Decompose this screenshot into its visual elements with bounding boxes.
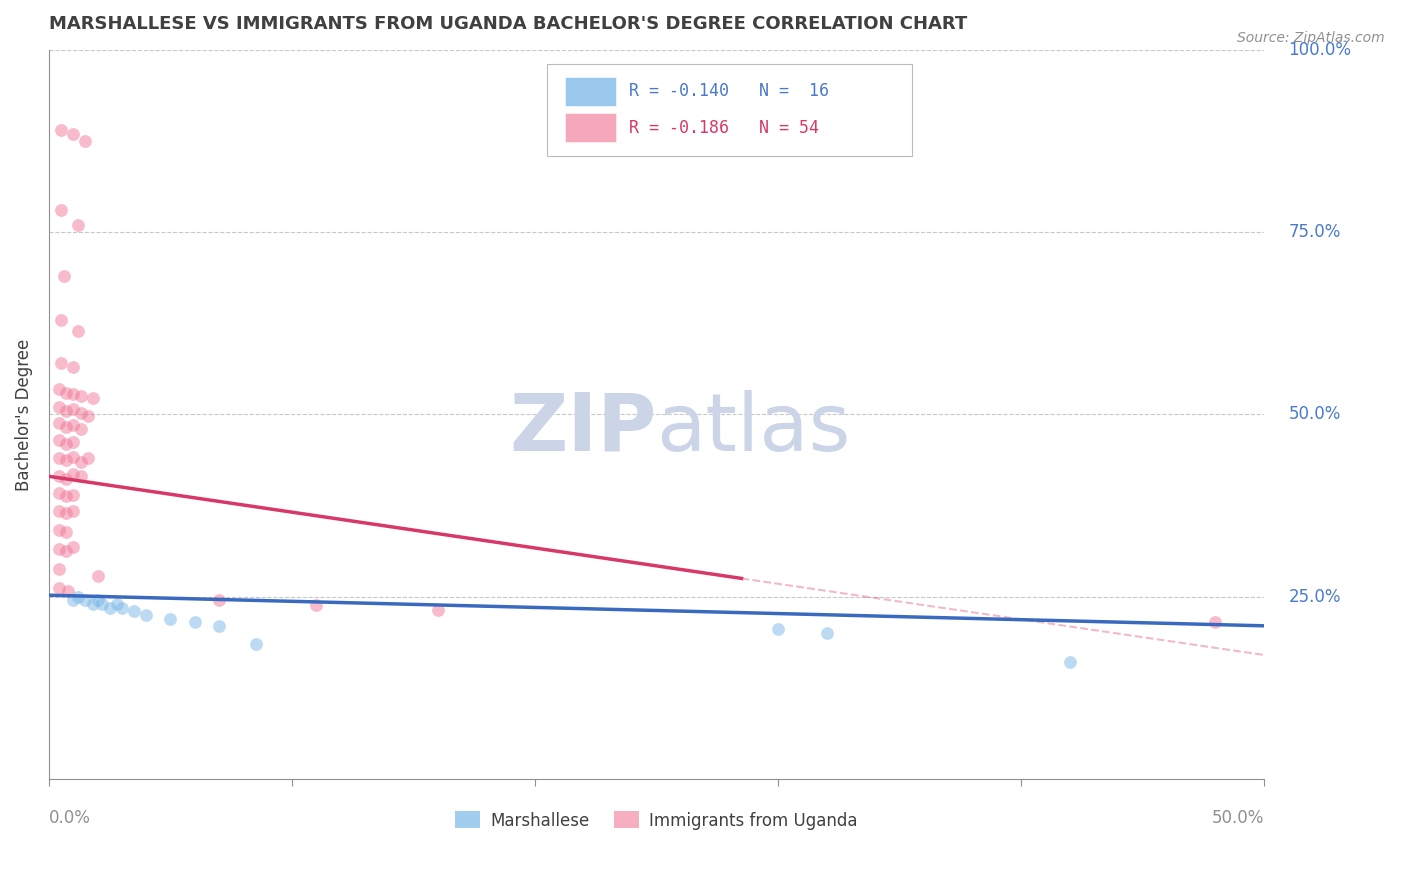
Point	[75, 593, 97, 607]
Point	[48, 433, 70, 447]
Text: 100.0%: 100.0%	[1288, 41, 1351, 59]
Point	[49, 356, 72, 370]
Point	[58, 583, 80, 598]
Point	[62, 435, 84, 450]
Point	[55, 436, 77, 450]
FancyBboxPatch shape	[547, 64, 911, 155]
Y-axis label: Bachelor's Degree: Bachelor's Degree	[15, 338, 32, 491]
Legend: Marshallese, Immigrants from Uganda: Marshallese, Immigrants from Uganda	[449, 805, 865, 836]
Point	[48, 581, 70, 595]
Point	[159, 611, 181, 625]
Point	[67, 590, 90, 604]
Point	[55, 506, 77, 520]
Point	[86, 593, 108, 607]
Point	[62, 127, 84, 141]
Point	[48, 469, 70, 483]
Point	[52, 268, 75, 283]
Point	[48, 542, 70, 557]
Text: Source: ZipAtlas.com: Source: ZipAtlas.com	[1237, 31, 1385, 45]
Point	[76, 451, 98, 466]
Point	[98, 600, 121, 615]
Point	[48, 416, 70, 430]
Point	[69, 422, 91, 436]
Point	[55, 489, 77, 503]
Point	[67, 324, 90, 338]
Text: 25.0%: 25.0%	[1288, 588, 1341, 606]
Point	[62, 503, 84, 517]
Point	[105, 597, 128, 611]
Point	[48, 486, 70, 500]
Point	[62, 467, 84, 482]
Point	[82, 392, 104, 406]
Point	[67, 218, 90, 232]
Point	[62, 401, 84, 416]
Point	[122, 604, 145, 618]
Point	[48, 382, 70, 396]
Point	[62, 593, 84, 607]
Point	[48, 562, 70, 576]
Point	[76, 409, 98, 423]
Text: R = -0.186   N = 54: R = -0.186 N = 54	[628, 119, 818, 136]
Text: 50.0%: 50.0%	[1212, 809, 1264, 827]
Text: 50.0%: 50.0%	[1288, 405, 1341, 424]
Point	[766, 623, 789, 637]
Point	[49, 123, 72, 137]
Text: 75.0%: 75.0%	[1288, 223, 1341, 241]
Point	[135, 607, 157, 622]
Point	[245, 637, 267, 651]
Point	[75, 134, 97, 148]
Point	[208, 619, 231, 633]
Point	[55, 525, 77, 540]
Point	[48, 523, 70, 537]
Point	[184, 615, 207, 629]
Text: MARSHALLESE VS IMMIGRANTS FROM UGANDA BACHELOR'S DEGREE CORRELATION CHART: MARSHALLESE VS IMMIGRANTS FROM UGANDA BA…	[49, 15, 967, 33]
Point	[111, 600, 134, 615]
Point	[86, 569, 108, 583]
Point	[815, 626, 838, 640]
Point	[426, 603, 449, 617]
FancyBboxPatch shape	[565, 77, 616, 106]
Point	[208, 593, 231, 607]
Point	[48, 451, 70, 466]
Text: atlas: atlas	[657, 390, 851, 468]
Point	[69, 455, 91, 469]
Point	[1059, 655, 1081, 669]
Point	[48, 503, 70, 517]
Point	[62, 450, 84, 464]
Point	[62, 359, 84, 374]
Point	[55, 452, 77, 467]
Point	[55, 403, 77, 417]
Text: ZIP: ZIP	[509, 390, 657, 468]
FancyBboxPatch shape	[565, 113, 616, 143]
Point	[49, 312, 72, 326]
Text: R = -0.140   N =  16: R = -0.140 N = 16	[628, 82, 828, 101]
Point	[62, 487, 84, 501]
Point	[55, 544, 77, 558]
Point	[69, 469, 91, 483]
Point	[82, 597, 104, 611]
Point	[305, 599, 328, 613]
Point	[49, 203, 72, 218]
Point	[55, 385, 77, 400]
Point	[91, 597, 114, 611]
Point	[55, 420, 77, 434]
Text: 0.0%: 0.0%	[49, 809, 91, 827]
Point	[69, 406, 91, 420]
Point	[55, 471, 77, 485]
Point	[62, 387, 84, 401]
Point	[1204, 615, 1226, 629]
Point	[48, 400, 70, 414]
Point	[62, 540, 84, 554]
Point	[69, 389, 91, 403]
Point	[62, 418, 84, 433]
